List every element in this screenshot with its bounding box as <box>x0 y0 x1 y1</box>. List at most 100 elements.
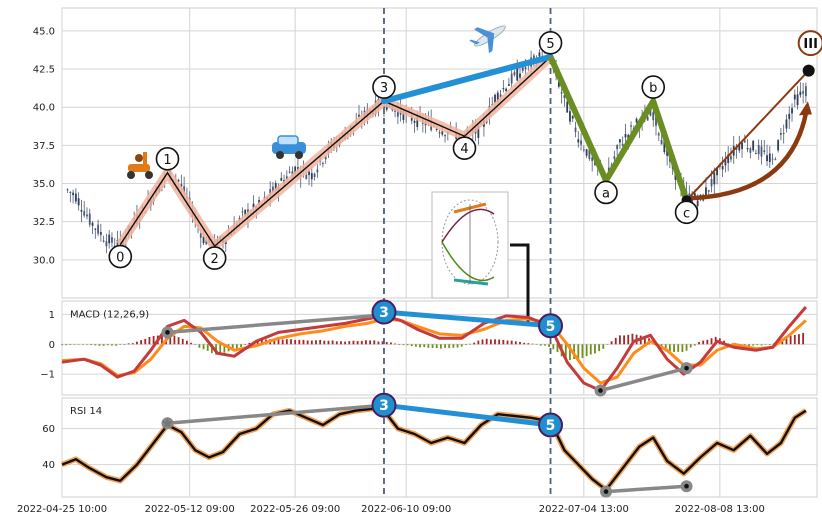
candle-body <box>288 171 291 173</box>
candle-body <box>519 73 521 78</box>
macd-wave-badge-label: 3 <box>379 305 389 321</box>
x-tick-label: 2022-06-10 09:00 <box>361 504 451 515</box>
macd-histogram-bar <box>98 344 101 346</box>
candle-body <box>305 174 308 179</box>
macd-histogram-bar <box>152 335 155 345</box>
rsi-divergence-line <box>165 403 386 425</box>
candle-body <box>413 120 416 123</box>
candle-body <box>663 140 666 153</box>
macd-histogram-bar <box>65 344 68 346</box>
candle-body <box>308 171 310 176</box>
scooter-stem <box>143 152 147 166</box>
macd-histogram-bar <box>668 344 671 353</box>
macd-histogram-bar <box>344 341 347 345</box>
candle-body <box>655 115 657 126</box>
candle-body <box>777 140 780 151</box>
macd-histogram-bar <box>539 344 542 346</box>
macd-histogram-bar <box>552 344 555 350</box>
macd-wave-badge <box>371 299 397 325</box>
wave-label-c: c <box>683 206 690 221</box>
wave-label-circle <box>372 75 396 99</box>
candle-body <box>485 121 488 123</box>
macd-histogram-bar <box>365 340 367 345</box>
candle-body <box>721 165 724 170</box>
candle-body <box>538 52 541 57</box>
macd-histogram-bar <box>506 340 509 345</box>
macd-histogram-bar <box>619 335 621 345</box>
candle-body <box>741 142 743 150</box>
candle-body <box>102 240 105 242</box>
car-wheel <box>295 151 303 159</box>
macd-histogram-bar <box>231 344 234 350</box>
candle-body <box>763 150 766 153</box>
candle-body <box>588 149 591 159</box>
macd-histogram-bar <box>748 344 750 346</box>
candle-body <box>441 131 444 135</box>
wave-diagram-icon <box>431 191 509 299</box>
candle-body <box>202 236 205 244</box>
candle-body <box>635 118 638 123</box>
candle-body <box>557 81 560 87</box>
candle-body <box>785 119 788 129</box>
wave-3-5-trendline <box>380 53 554 105</box>
macd-histogram-bar <box>569 344 571 361</box>
macd-histogram-bar <box>260 339 263 345</box>
candle-body <box>771 158 774 160</box>
macd-divergence-point-core <box>684 365 689 371</box>
macd-histogram-bar <box>381 341 384 345</box>
macd-histogram-bar <box>702 340 705 345</box>
y-tick-label: 0 <box>49 340 55 351</box>
candle-body <box>94 228 97 230</box>
candle-body <box>624 133 627 138</box>
macd-histogram-bar <box>111 344 113 346</box>
candle-body <box>749 148 752 153</box>
candle-body <box>516 68 519 81</box>
candle-body <box>649 109 652 116</box>
macd-histogram-bar <box>527 343 530 345</box>
macd-histogram-bar <box>556 344 559 353</box>
macd-histogram-bar <box>290 339 292 345</box>
candle-body <box>574 127 577 133</box>
candle-body <box>66 189 69 191</box>
candle-body <box>510 73 513 84</box>
projection-arrow-head <box>798 101 812 116</box>
candle-body <box>755 152 757 154</box>
scooter-wheel <box>127 171 135 179</box>
macd-histogram-bar <box>302 339 305 345</box>
macd-histogram-bar <box>240 344 242 348</box>
macd-histogram-bar <box>77 344 80 345</box>
macd-histogram-bar <box>377 341 380 345</box>
y-tick-label: 1 <box>49 310 55 321</box>
macd-histogram-bar <box>477 340 480 345</box>
macd-histogram-bar <box>802 332 805 345</box>
candle-body <box>324 156 327 160</box>
macd-histogram-bar <box>86 344 88 345</box>
macd-histogram-bar <box>61 344 63 346</box>
macd-histogram-bar <box>502 339 505 345</box>
candle-body <box>491 103 494 105</box>
diagram-curve <box>441 208 495 243</box>
macd-histogram-bar <box>102 344 105 346</box>
macd-histogram-bar <box>323 340 326 345</box>
macd-histogram-bar <box>356 341 359 345</box>
macd-histogram-bar <box>485 338 488 345</box>
macd-histogram-bar <box>406 344 409 346</box>
next-wave-label: III <box>803 37 818 52</box>
plane-wing <box>474 27 495 38</box>
macd-histogram-bar <box>352 340 355 345</box>
macd-divergence-point-core <box>598 388 603 393</box>
macd-histogram-bar <box>306 340 309 345</box>
inset-connector <box>510 243 530 322</box>
macd-histogram-bar <box>798 334 800 345</box>
candle-body <box>580 140 582 145</box>
candle-body <box>322 162 324 164</box>
wave-label-circle <box>674 200 699 225</box>
rsi-wave-badge <box>371 392 397 418</box>
macd-histogram-bar <box>673 344 675 353</box>
y-tick-label: 60 <box>42 424 55 435</box>
macd-histogram-bar <box>498 339 501 345</box>
macd-histogram-bar <box>448 344 451 349</box>
macd-histogram-bar <box>431 344 434 349</box>
macd-histogram-bar <box>614 337 617 345</box>
macd-histogram-bar <box>585 344 588 357</box>
